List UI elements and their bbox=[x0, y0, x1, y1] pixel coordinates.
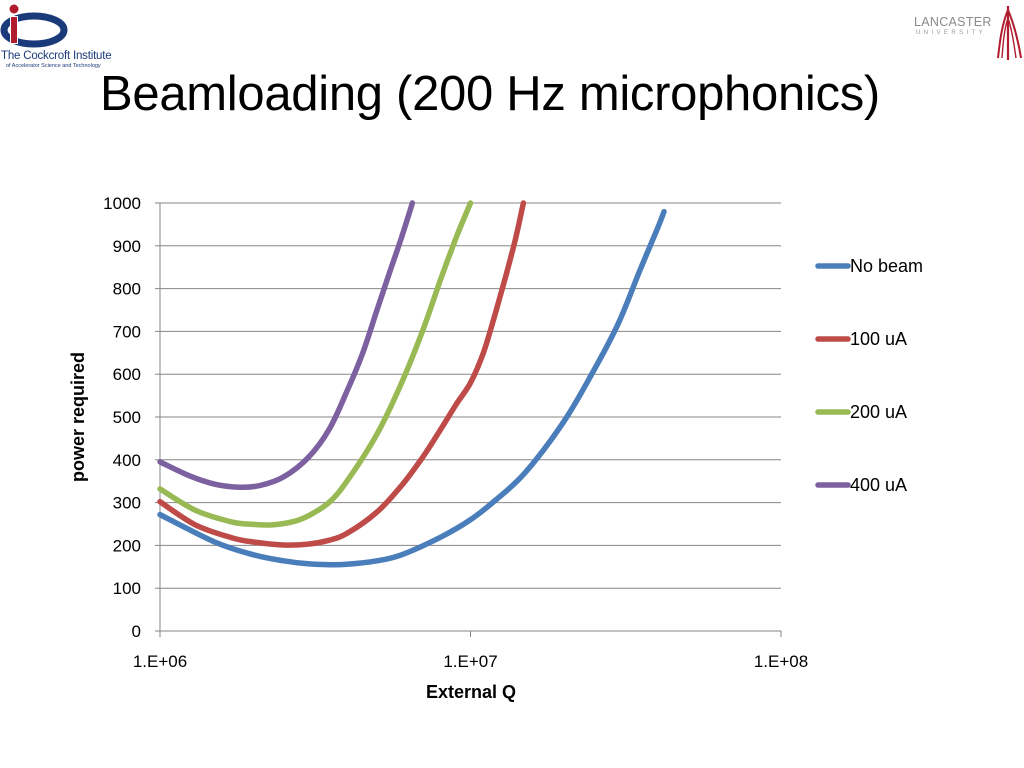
y-tick-label-400: 400 bbox=[113, 451, 141, 470]
cockcroft-emblem-icon bbox=[0, 4, 68, 48]
cockcroft-institute-name: The Cockcroft Institute bbox=[1, 50, 112, 62]
cockcroft-institute-tagline: of Accelerator Science and Technology bbox=[6, 63, 101, 69]
lancaster-name: LANCASTER bbox=[914, 15, 992, 29]
x-tick-label-2: 1.E+08 bbox=[754, 652, 808, 671]
y-tick-label-200: 200 bbox=[113, 536, 141, 555]
y-tick-label-100: 100 bbox=[113, 579, 141, 598]
y-tick-label-0: 0 bbox=[132, 622, 141, 641]
y-tick-label-800: 800 bbox=[113, 280, 141, 299]
series-line-2 bbox=[157, 200, 474, 528]
y-tick-label-1000: 1000 bbox=[103, 194, 141, 213]
y-tick-label-300: 300 bbox=[113, 494, 141, 513]
y-tick-label-700: 700 bbox=[113, 322, 141, 341]
legend-label-1: 100 uA bbox=[850, 329, 907, 349]
series-line-1 bbox=[157, 200, 527, 548]
y-tick-label-600: 600 bbox=[113, 365, 141, 384]
legend: No beam 100 uA 200 uA 400 uA bbox=[815, 256, 923, 495]
y-axis-title: power required bbox=[68, 352, 88, 482]
lancaster-crest-icon bbox=[997, 6, 1022, 60]
y-tick-label-900: 900 bbox=[113, 237, 141, 256]
x-tick-label-1: 1.E+07 bbox=[443, 652, 497, 671]
x-tick-labels: 1.E+06 1.E+07 1.E+08 bbox=[133, 652, 808, 671]
x-tick-label-0: 1.E+06 bbox=[133, 652, 187, 671]
cockcroft-logo: The Cockcroft Institute of Accelerator S… bbox=[0, 0, 124, 76]
lancaster-subtitle: UNIVERSITY bbox=[916, 30, 987, 36]
series-lines bbox=[157, 200, 667, 568]
axes bbox=[155, 202, 782, 637]
series-line-0 bbox=[157, 208, 667, 568]
gridlines bbox=[160, 202, 781, 589]
legend-label-3: 400 uA bbox=[850, 475, 907, 495]
series-line-3 bbox=[157, 200, 416, 491]
y-tick-label-500: 500 bbox=[113, 408, 141, 427]
lancaster-logo: LANCASTER UNIVERSITY bbox=[914, 0, 1024, 70]
legend-label-2: 200 uA bbox=[850, 402, 907, 422]
x-axis-title: External Q bbox=[426, 682, 516, 702]
y-tick-labels: 0 100 200 300 400 500 600 700 800 900 1000 bbox=[103, 194, 141, 641]
legend-label-0: No beam bbox=[850, 256, 923, 276]
page-title: Beamloading (200 Hz microphonics) bbox=[100, 67, 880, 121]
